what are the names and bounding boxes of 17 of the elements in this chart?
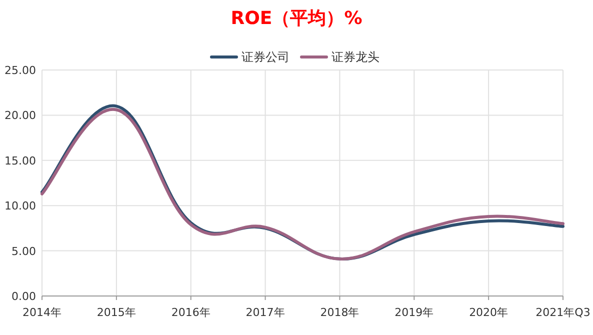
- chart-title: ROE（平均）%: [230, 8, 362, 29]
- y-tick-label: 0.00: [12, 290, 36, 303]
- legend-label: 证券龙头: [332, 50, 380, 64]
- y-tick-label: 5.00: [12, 244, 36, 258]
- x-tick-label: 2017年: [246, 306, 285, 319]
- x-tick-label: 2015年: [96, 306, 136, 319]
- y-tick-label: 20.00: [4, 109, 36, 122]
- x-tick-label: 2020年: [469, 306, 508, 319]
- x-tick-label: 2016年: [171, 306, 210, 319]
- x-tick-label: 2019年: [394, 306, 434, 319]
- x-tick-label: 2018年: [320, 306, 360, 319]
- y-tick-label: 10.00: [4, 200, 36, 213]
- y-tick-label: 15.00: [4, 154, 36, 168]
- x-tick-label: 2014年: [22, 306, 62, 319]
- x-tick-label: 2021年Q3: [536, 306, 590, 319]
- legend-label: 证券公司: [242, 50, 290, 64]
- y-tick-label: 25.00: [4, 64, 36, 77]
